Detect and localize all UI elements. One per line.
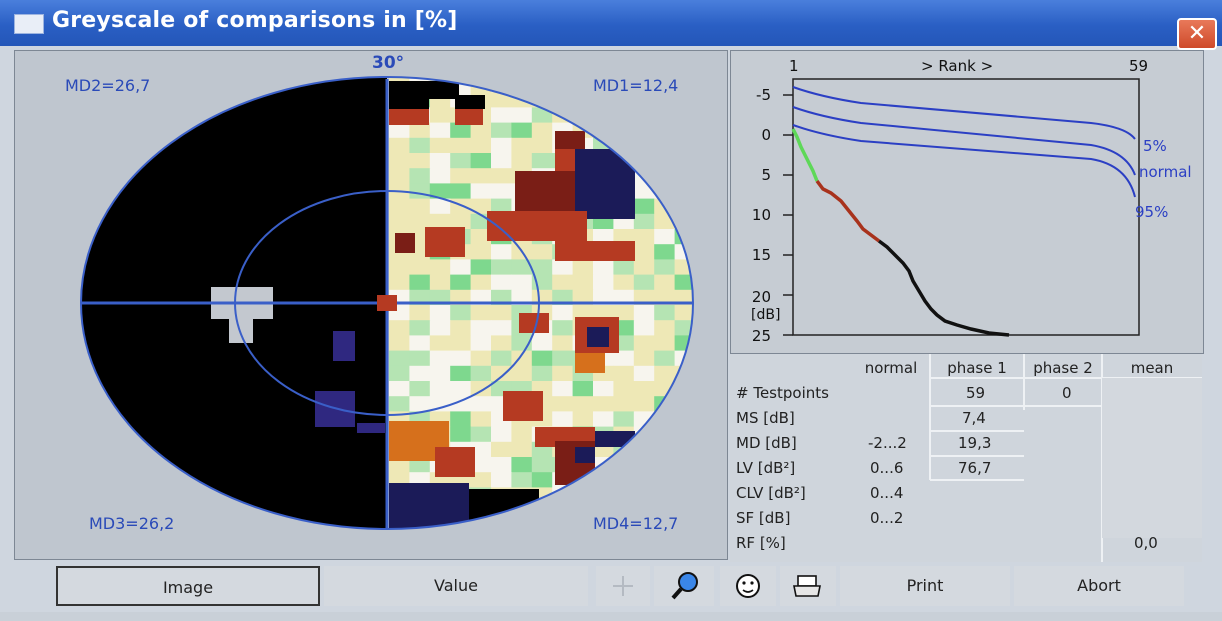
print-button[interactable]: Print bbox=[840, 566, 1010, 606]
curve-label-normal: normal bbox=[1139, 163, 1192, 181]
row-label-testpoints: # Testpoints bbox=[736, 384, 829, 402]
rank-start-label: 1 bbox=[789, 57, 799, 75]
clv-normal: 0...4 bbox=[870, 484, 904, 502]
image-button[interactable]: Image bbox=[56, 566, 320, 606]
abort-button[interactable]: Abort bbox=[1014, 566, 1184, 606]
rank-graph-panel: 1 > Rank > 59 -5 0 5 10 15 20 25 [dB] bbox=[730, 50, 1204, 354]
col-header-phase2: phase 2 bbox=[1033, 359, 1093, 377]
lv-normal: 0...6 bbox=[870, 459, 904, 477]
y-tick-20: 20 bbox=[752, 288, 771, 306]
row-label-clv: CLV [dB²] bbox=[736, 484, 806, 502]
md3-label: MD3=26,2 bbox=[89, 514, 174, 533]
statistics-table: normal phase 1 phase 2 mean # Testpoints… bbox=[730, 354, 1202, 562]
y-tick-5: 5 bbox=[761, 166, 771, 184]
md2-label: MD2=26,7 bbox=[65, 76, 150, 95]
sf-normal: 0...2 bbox=[870, 509, 904, 527]
curve-label-5pct: 5% bbox=[1143, 137, 1167, 155]
y-tick-15: 15 bbox=[752, 246, 771, 264]
window-icon bbox=[14, 14, 44, 34]
y-tick-10: 10 bbox=[752, 206, 771, 224]
visual-field-panel: 30° MD2=26,7 MD1=12,4 MD3=26,2 MD4=12,7 bbox=[14, 50, 728, 560]
y-tick-25: 25 bbox=[752, 327, 771, 345]
rank-end-label: 59 bbox=[1129, 57, 1148, 75]
value-button[interactable]: Value bbox=[324, 566, 588, 606]
angle-label: 30° bbox=[372, 53, 404, 73]
rank-axis-label: > Rank > bbox=[921, 57, 993, 75]
y-tick-minus5: -5 bbox=[756, 86, 771, 104]
zoom-button[interactable] bbox=[654, 566, 714, 606]
lv-phase1: 76,7 bbox=[958, 459, 992, 477]
printer-icon bbox=[793, 575, 821, 597]
curve-5pct bbox=[792, 86, 1136, 140]
col-header-phase1: phase 1 bbox=[947, 359, 1007, 377]
md4-label: MD4=12,7 bbox=[593, 514, 678, 533]
visual-field-map: 30° MD2=26,7 MD1=12,4 MD3=26,2 MD4=12,7 bbox=[65, 53, 694, 533]
row-label-md: MD [dB] bbox=[736, 434, 797, 452]
rank-graph: 1 > Rank > 59 -5 0 5 10 15 20 25 [dB] bbox=[751, 57, 1192, 345]
magnifier-icon bbox=[671, 572, 698, 600]
rank-curve-red bbox=[815, 179, 881, 243]
md-normal: -2...2 bbox=[868, 434, 907, 452]
testpoints-phase1: 59 bbox=[966, 384, 986, 402]
rf-mean: 0,0 bbox=[1134, 534, 1158, 552]
col-header-mean: mean bbox=[1130, 359, 1174, 377]
col-header-normal: normal bbox=[864, 359, 918, 377]
row-label-lv: LV [dB²] bbox=[736, 459, 796, 477]
y-tick-0: 0 bbox=[761, 126, 771, 144]
row-label-ms: MS [dB] bbox=[736, 409, 795, 427]
window-title: Greyscale of comparisons in [%] bbox=[52, 8, 458, 33]
close-button[interactable]: ✕ bbox=[1177, 18, 1217, 50]
ms-phase1: 7,4 bbox=[962, 409, 986, 427]
row-label-rf: RF [%] bbox=[736, 534, 786, 552]
crosshair-icon bbox=[613, 576, 633, 596]
md1-label: MD1=12,4 bbox=[593, 76, 678, 95]
title-bar: Greyscale of comparisons in [%] ✕ bbox=[0, 0, 1222, 50]
curve-95pct bbox=[792, 124, 1136, 198]
printer-button[interactable] bbox=[780, 566, 836, 606]
testpoints-phase2: 0 bbox=[1062, 384, 1072, 402]
row-label-sf: SF [dB] bbox=[736, 509, 791, 527]
face-button[interactable] bbox=[720, 566, 776, 606]
rank-curve-green bbox=[791, 128, 819, 182]
fixation-point bbox=[377, 295, 397, 311]
face-icon bbox=[736, 574, 760, 598]
y-unit-label: [dB] bbox=[751, 307, 780, 323]
rank-curve-black bbox=[877, 239, 1010, 337]
md-phase1: 19,3 bbox=[958, 434, 992, 452]
crosshair-button[interactable] bbox=[596, 566, 650, 606]
curve-normal bbox=[792, 106, 1136, 176]
curve-label-95pct: 95% bbox=[1135, 203, 1168, 221]
